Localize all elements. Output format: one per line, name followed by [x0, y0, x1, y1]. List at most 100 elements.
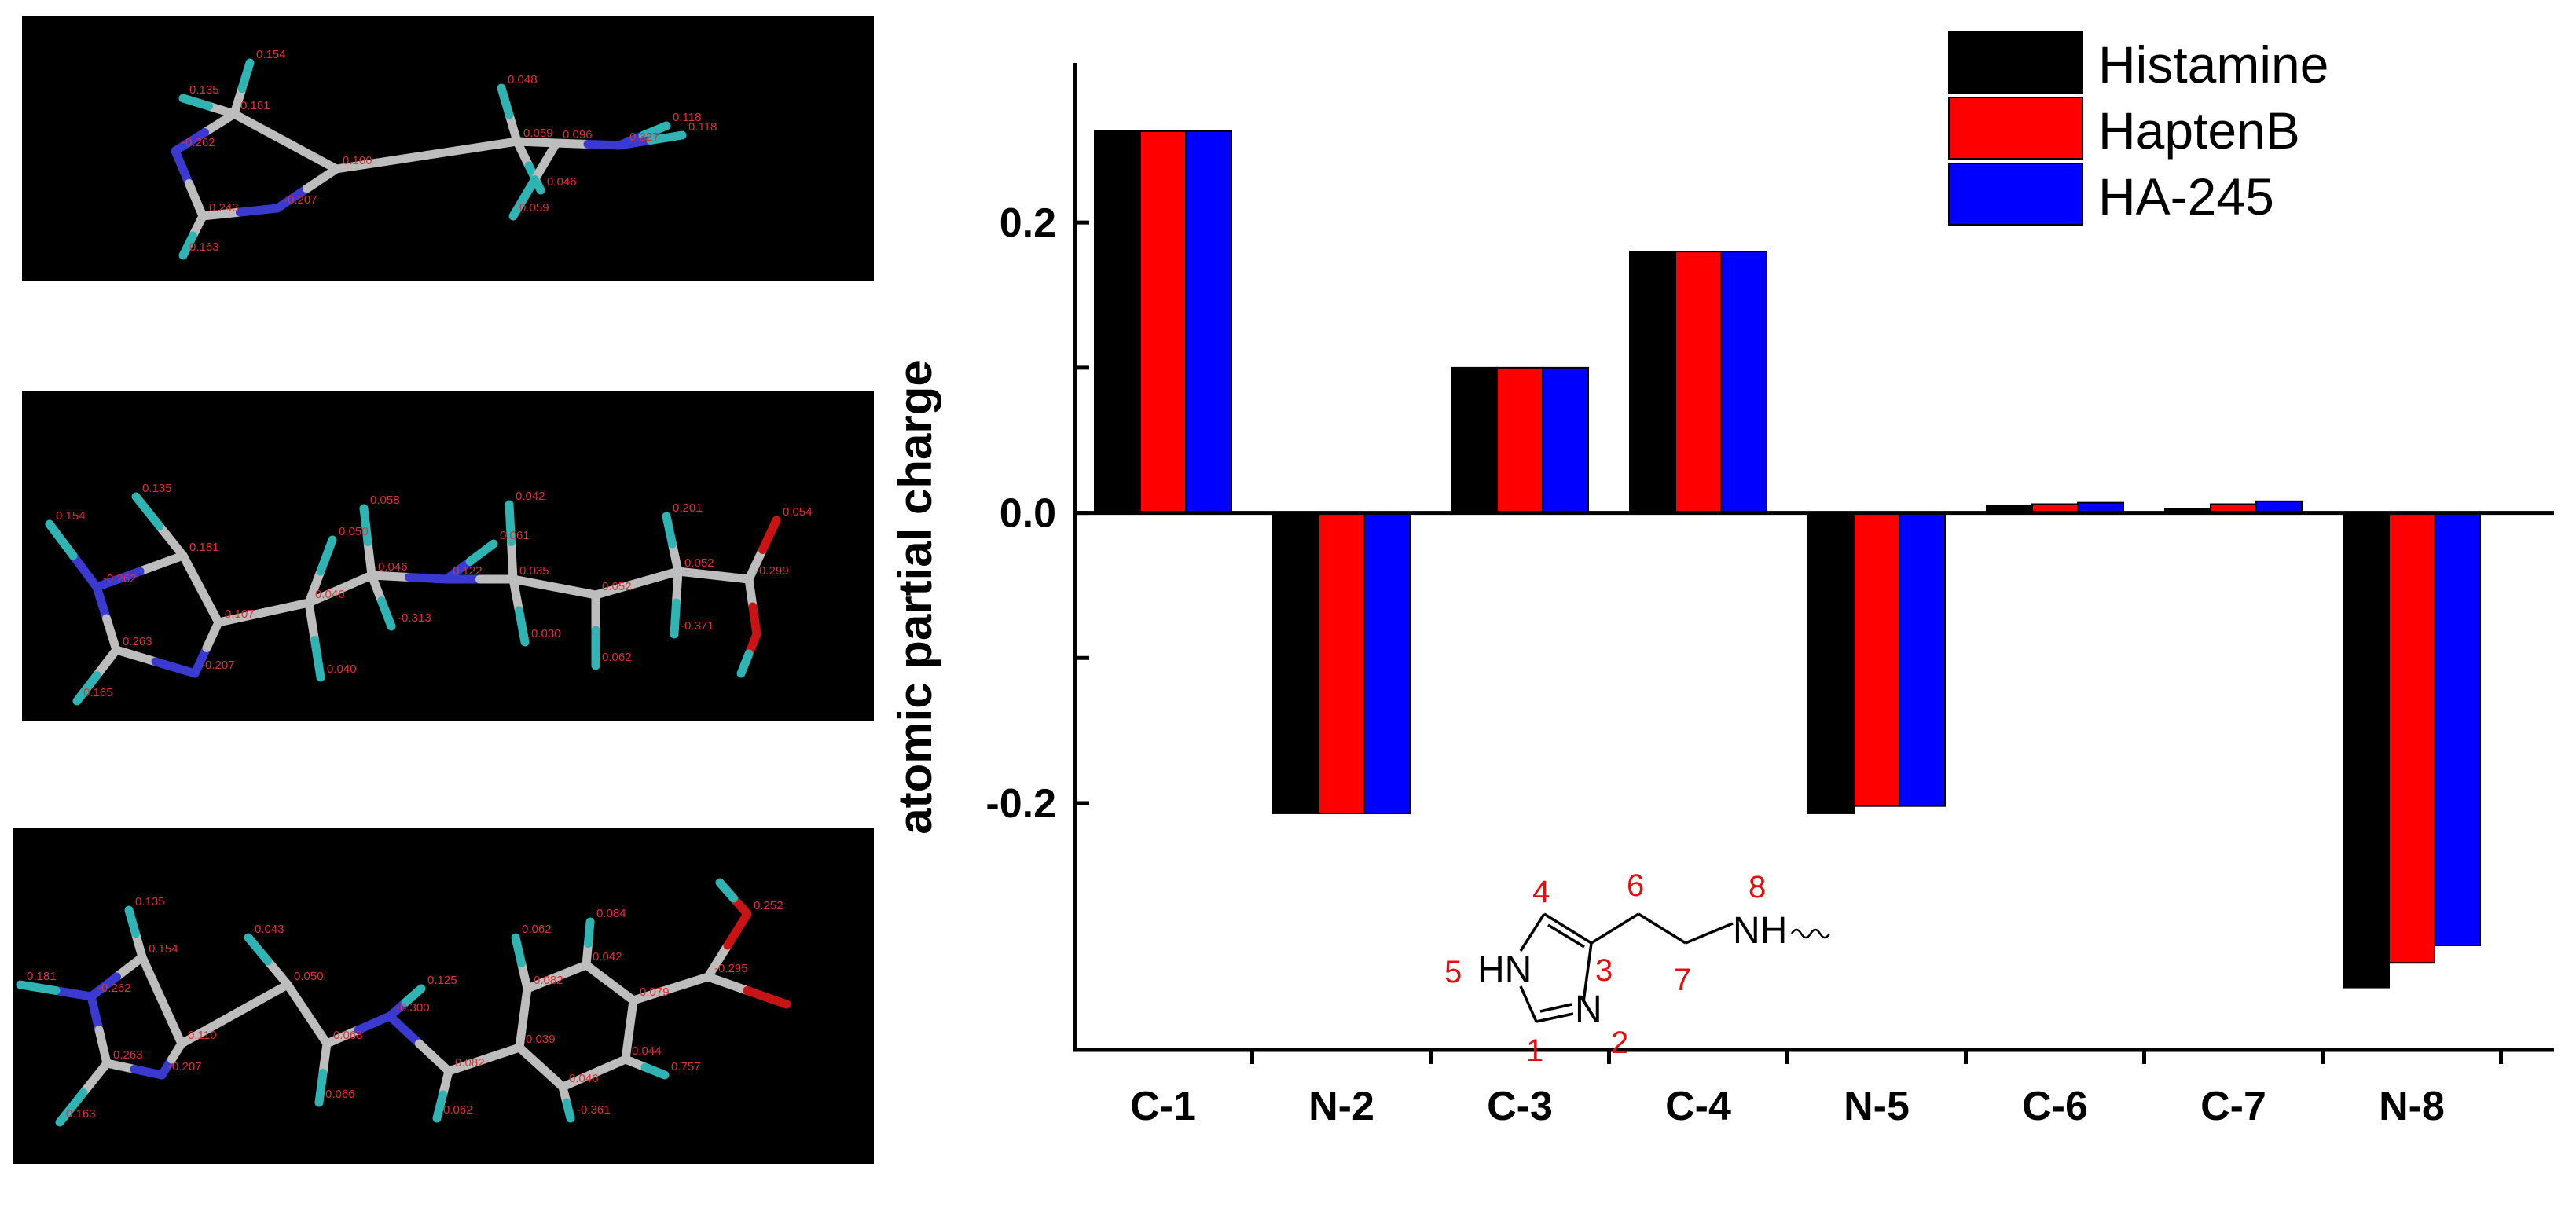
- structure-number-7: 7: [1674, 963, 1691, 997]
- bond-c4-n5: [1519, 913, 1546, 952]
- bond-stick: [171, 146, 193, 188]
- bond-stick: [668, 539, 683, 576]
- structure-number-5: 5: [1444, 955, 1462, 989]
- structure-number-6: 6: [1627, 868, 1644, 903]
- bond-stick: [367, 571, 413, 582]
- bond-stick: [584, 917, 595, 948]
- atom-charge-label: 0.181: [27, 970, 57, 983]
- structure-number-4: 4: [1532, 875, 1550, 909]
- bond-stick: [537, 1062, 567, 1092]
- bond-stick: [359, 504, 372, 546]
- legend-label-hapten-b: HaptenB: [2098, 101, 2300, 160]
- bond-stick: [523, 972, 561, 993]
- atom-charge-label: 0.068: [333, 1029, 363, 1042]
- bond-stick: [259, 598, 314, 617]
- structure-number-2: 2: [1611, 1026, 1628, 1060]
- bond-stick: [92, 567, 145, 592]
- bond-stick: [363, 538, 376, 580]
- bar-hapten-b-c-3: [1496, 366, 1543, 514]
- atom-charge-label: -0.299: [755, 564, 789, 578]
- y-tick-label: 0.2: [1000, 200, 1056, 246]
- bond-stick: [625, 996, 638, 1034]
- bond-stick: [263, 956, 292, 989]
- atom-charge-label: 0.122: [453, 564, 483, 578]
- atom-charge-label: 0.048: [508, 73, 538, 86]
- atom-charge-label: 0.054: [783, 505, 813, 519]
- atom-charge-label: 0.042: [593, 950, 622, 963]
- bond-stick: [512, 137, 534, 171]
- bond-stick: [703, 941, 732, 982]
- hapten-b-3d-model: 0.135 0.154 0.181 -0.262 0.107 0.263 -0.207 0.1…: [45, 482, 813, 706]
- bond-stick: [229, 84, 247, 119]
- bond-stick: [304, 598, 319, 644]
- bond-c4-c3-double: [1547, 923, 1585, 949]
- atom-charge-label: 0.082: [455, 1056, 485, 1070]
- atom-charge-label: 0.035: [519, 564, 549, 578]
- bond-stick: [552, 960, 591, 982]
- bond-stick: [709, 571, 754, 584]
- bond-stick: [670, 598, 681, 639]
- bond-stick: [744, 545, 767, 584]
- bond-stick: [303, 164, 341, 193]
- bond-stick: [550, 582, 600, 600]
- bar-hapten-b-c-1: [1139, 130, 1187, 514]
- bond-stick: [444, 1055, 489, 1076]
- atom-charge-label: 0.062: [602, 651, 632, 664]
- bond-stick: [322, 1026, 363, 1048]
- atom-charge-label: 0.263: [113, 1048, 143, 1062]
- bond-stick: [196, 585, 223, 627]
- bond-stick: [237, 58, 255, 93]
- atom-charge-label: 0.154: [149, 942, 178, 956]
- x-tick-label-n-8: N-8: [2379, 1084, 2445, 1129]
- ha-245-3d-model: 0.135 0.181 0.154 -0.262 0.110 0.263 -0.207 0.1…: [16, 878, 791, 1127]
- atom-charge-label: 0.052: [684, 556, 714, 570]
- bond-stick: [135, 551, 188, 576]
- bond-stick: [723, 909, 752, 950]
- atom-charge-label: 0.042: [516, 490, 545, 503]
- bond-stick: [304, 585, 345, 607]
- structure-nh-label: NH: [1733, 910, 1787, 952]
- x-tick-label-n-5: N-5: [1844, 1084, 1910, 1129]
- y-axis-label: atomic partial charge: [889, 360, 941, 835]
- atom-charge-label: -0.313: [398, 611, 431, 625]
- y-ticks-group: -0.2 0.0 0.2: [985, 200, 1089, 827]
- bond-stick: [703, 972, 752, 995]
- bond-stick: [744, 574, 758, 611]
- bond-stick: [68, 551, 101, 592]
- bond-stick: [465, 539, 498, 566]
- bar-hapten-b-n-8: [2388, 512, 2435, 964]
- bond-stick: [517, 959, 532, 993]
- x-tick-label-c-4: C-4: [1665, 1084, 1731, 1129]
- legend-swatch-histamine: [1948, 31, 2083, 94]
- bond-stick: [130, 1065, 167, 1080]
- bond-stick: [715, 878, 738, 903]
- structure-number-8: 8: [1749, 870, 1766, 905]
- molecule-panel-hapten-b: 0.135 0.154 0.181 -0.262 0.107 0.263 -0.207 0.1…: [22, 391, 874, 721]
- bond-stick: [318, 1039, 332, 1077]
- bond-stick: [633, 567, 683, 588]
- legend-swatch-ha-245: [1948, 163, 2083, 226]
- bond-stick: [51, 986, 96, 1001]
- bond-stick: [401, 984, 426, 1007]
- bond-stick: [405, 573, 451, 584]
- bond-stick: [605, 978, 638, 1005]
- bond-stick: [479, 1043, 524, 1064]
- atom-charge-label: 0.046: [315, 588, 345, 601]
- atom-charge-label: 0.118: [688, 120, 717, 134]
- bond-stick: [666, 972, 713, 993]
- bond-stick: [385, 1011, 424, 1048]
- atom-charge-label: 0.050: [339, 525, 369, 538]
- molecule-panel-ha-245: 0.135 0.181 0.154 -0.262 0.110 0.263 -0.207 0.1…: [13, 828, 874, 1164]
- bond-stick: [354, 1011, 394, 1034]
- structure-number-1: 1: [1526, 1033, 1543, 1068]
- bond-c7-n8: [1685, 922, 1734, 945]
- x-tick-label-c-6: C-6: [2022, 1084, 2088, 1129]
- atom-charge-label: -0.295: [714, 962, 748, 975]
- bond-stick: [86, 972, 121, 1001]
- bond-stick: [214, 608, 268, 627]
- atom-charge-label: 0.757: [671, 1060, 701, 1073]
- bond-stick: [432, 1090, 447, 1123]
- atom-charge-label: 0.163: [189, 240, 219, 254]
- atom-charge-label: 0.135: [189, 83, 219, 97]
